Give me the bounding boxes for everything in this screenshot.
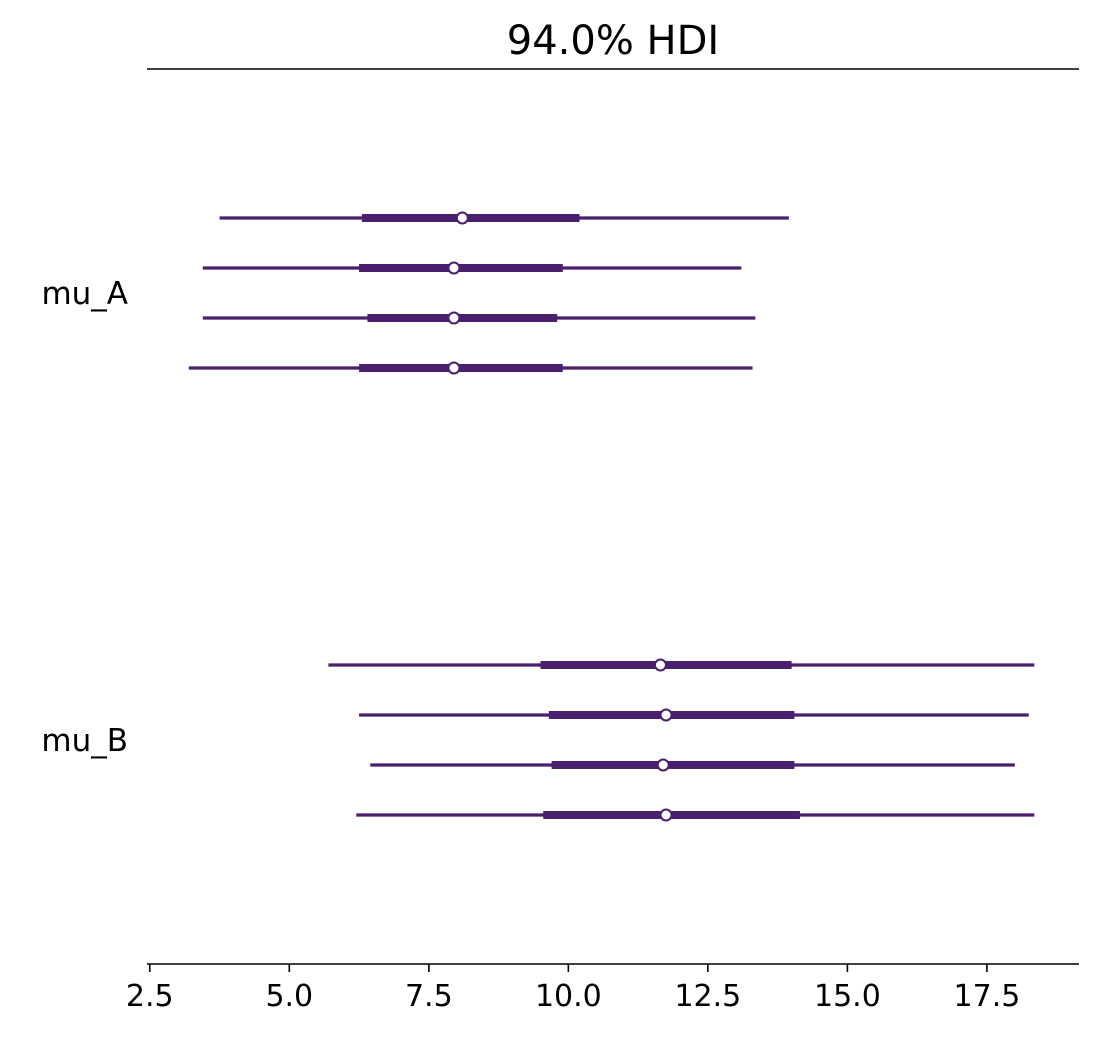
chart-title: 94.0% HDI: [507, 18, 719, 64]
variable-group-mu_A: [188, 211, 789, 375]
y-axis: mu_A mu_B: [41, 276, 128, 759]
x-tick-label: 10.0: [535, 979, 602, 1014]
median-point: [447, 361, 461, 375]
y-tick-label: mu_B: [41, 723, 128, 759]
x-tick-label: 5.0: [265, 979, 313, 1014]
median-point: [659, 708, 673, 722]
median-point: [659, 808, 673, 822]
x-tick-label: 15.0: [814, 979, 881, 1014]
median-point: [656, 758, 670, 772]
x-tick-label: 7.5: [405, 979, 453, 1014]
plot-area: [188, 211, 1035, 822]
median-point: [447, 261, 461, 275]
y-tick-label: mu_A: [41, 276, 128, 312]
x-tick-label: 2.5: [126, 979, 174, 1014]
median-point: [653, 658, 667, 672]
x-tick-label: 17.5: [954, 979, 1021, 1014]
variable-group-mu_B: [328, 658, 1035, 822]
median-point: [455, 211, 469, 225]
x-tick-label: 12.5: [674, 979, 741, 1014]
median-point: [447, 311, 461, 325]
x-axis: 2.5 5.0 7.5 10.0 12.5 15.0 17.5: [126, 963, 1079, 1014]
